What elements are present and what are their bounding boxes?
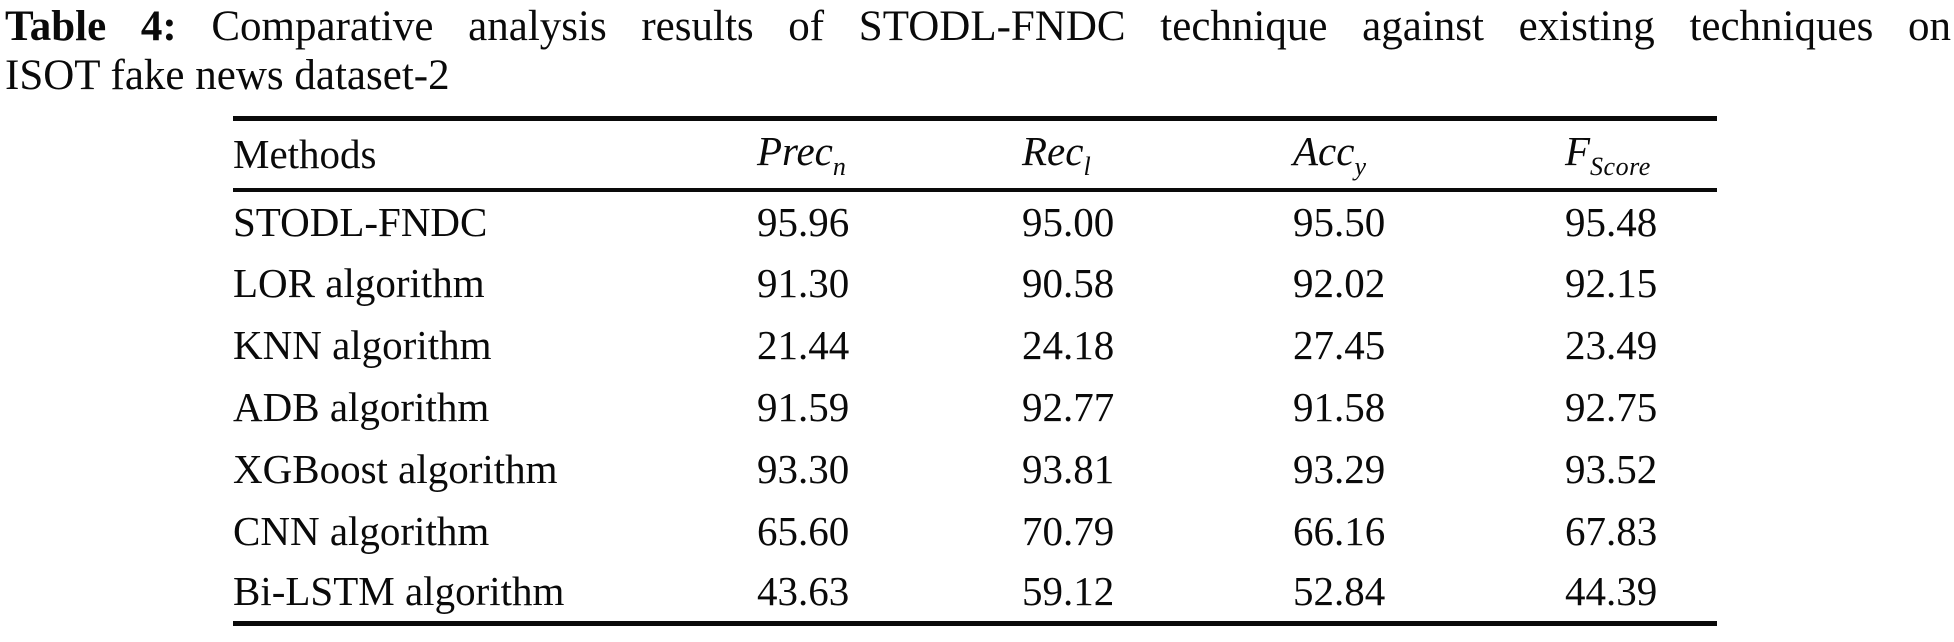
method-cell: STODL-FNDC bbox=[233, 198, 488, 245]
table-row: LOR algorithm 91.30 90.58 92.02 92.15 bbox=[233, 252, 1717, 314]
fscore-cell: 23.49 bbox=[1565, 321, 1658, 368]
method-cell: ADB algorithm bbox=[233, 383, 490, 430]
fscore-cell: 93.52 bbox=[1565, 445, 1658, 492]
recall-subscript: l bbox=[1083, 151, 1092, 181]
method-cell: XGBoost algorithm bbox=[233, 445, 558, 492]
accuracy-cell: 52.84 bbox=[1293, 568, 1386, 615]
recall-cell: 95.00 bbox=[1022, 198, 1115, 245]
accuracy-cell: 27.45 bbox=[1293, 321, 1386, 368]
table-row: CNN algorithm 65.60 70.79 66.16 67.83 bbox=[233, 500, 1717, 562]
recall-cell: 70.79 bbox=[1022, 507, 1115, 554]
recall-cell: 92.77 bbox=[1022, 383, 1115, 430]
accuracy-cell: 91.58 bbox=[1293, 383, 1386, 430]
column-header-methods: Methods bbox=[233, 118, 757, 192]
column-header-recall: Recl bbox=[1022, 118, 1293, 192]
precision-cell: 93.30 bbox=[757, 445, 850, 492]
fscore-subscript: Score bbox=[1590, 151, 1651, 181]
comparative-results-table: Methods Precn Recl Accy FScore STODL-FND… bbox=[233, 116, 1717, 626]
method-cell: Bi-LSTM algorithm bbox=[233, 568, 565, 615]
caption-line-1: Table 4: Comparative analysis results of… bbox=[5, 2, 1951, 51]
method-cell: CNN algorithm bbox=[233, 507, 490, 554]
accuracy-label: Acc bbox=[1293, 127, 1355, 174]
column-header-precision: Precn bbox=[757, 118, 1022, 192]
precision-cell: 91.30 bbox=[757, 259, 850, 306]
accuracy-cell: 93.29 bbox=[1293, 445, 1386, 492]
fscore-cell: 92.75 bbox=[1565, 383, 1658, 430]
table-body: STODL-FNDC 95.96 95.00 95.50 95.48 LOR a… bbox=[233, 190, 1717, 624]
table-row: KNN algorithm 21.44 24.18 27.45 23.49 bbox=[233, 314, 1717, 376]
precision-cell: 21.44 bbox=[757, 321, 850, 368]
precision-label: Prec bbox=[757, 127, 833, 174]
recall-label: Rec bbox=[1022, 127, 1084, 174]
table-row: ADB algorithm 91.59 92.77 91.58 92.75 bbox=[233, 376, 1717, 438]
accuracy-subscript: y bbox=[1354, 151, 1367, 181]
fscore-cell: 44.39 bbox=[1565, 568, 1658, 615]
table-row: STODL-FNDC 95.96 95.00 95.50 95.48 bbox=[233, 190, 1717, 252]
fscore-cell: 92.15 bbox=[1565, 259, 1658, 306]
method-cell: KNN algorithm bbox=[233, 321, 492, 368]
recall-cell: 24.18 bbox=[1022, 321, 1115, 368]
recall-cell: 90.58 bbox=[1022, 259, 1115, 306]
table-row: Bi-LSTM algorithm 43.63 59.12 52.84 44.3… bbox=[233, 562, 1717, 624]
table-header: Methods Precn Recl Accy FScore bbox=[233, 118, 1717, 192]
column-header-fscore: FScore bbox=[1565, 118, 1717, 192]
caption-line-2: ISOT fake news dataset-2 bbox=[5, 52, 450, 99]
precision-cell: 95.96 bbox=[757, 198, 850, 245]
fscore-cell: 67.83 bbox=[1565, 507, 1658, 554]
table-number-label: Table 4: bbox=[5, 3, 177, 50]
accuracy-cell: 92.02 bbox=[1293, 259, 1386, 306]
precision-subscript: n bbox=[832, 151, 847, 181]
header-row: Methods Precn Recl Accy FScore bbox=[233, 118, 1717, 192]
precision-cell: 65.60 bbox=[757, 507, 850, 554]
accuracy-cell: 66.16 bbox=[1293, 507, 1386, 554]
column-header-accuracy: Accy bbox=[1293, 118, 1565, 192]
fscore-label: F bbox=[1565, 127, 1591, 174]
table-row: XGBoost algorithm 93.30 93.81 93.29 93.5… bbox=[233, 438, 1717, 500]
precision-cell: 43.63 bbox=[757, 568, 850, 615]
table-caption: Table 4: Comparative analysis results of… bbox=[5, 2, 1951, 100]
precision-cell: 91.59 bbox=[757, 383, 850, 430]
fscore-cell: 95.48 bbox=[1565, 198, 1658, 245]
accuracy-cell: 95.50 bbox=[1293, 198, 1386, 245]
caption-text: Comparative analysis results of STODL-FN… bbox=[211, 3, 1952, 50]
recall-cell: 93.81 bbox=[1022, 445, 1115, 492]
method-cell: LOR algorithm bbox=[233, 259, 485, 306]
recall-cell: 59.12 bbox=[1022, 568, 1115, 615]
